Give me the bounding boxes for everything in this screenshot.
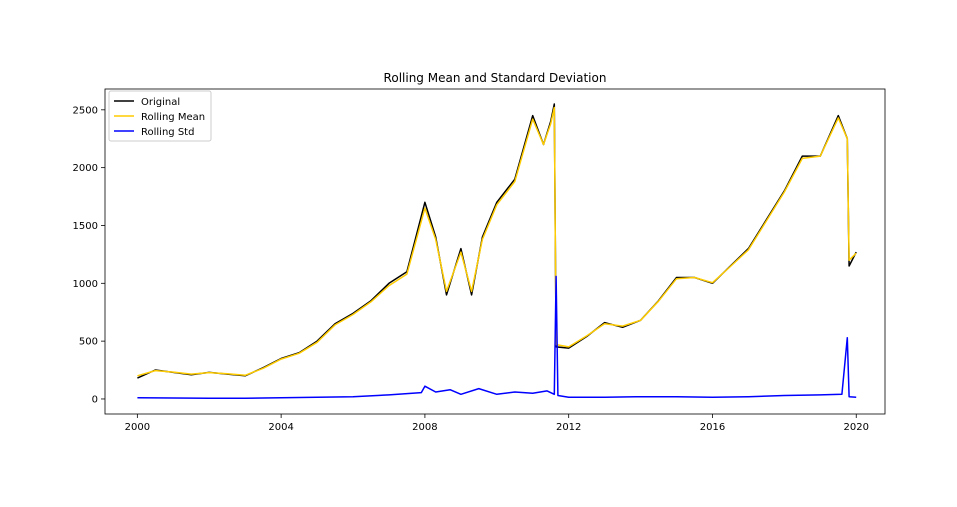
legend-label-original: Original [141,97,180,108]
series-line-rolling-std [137,275,857,400]
legend-label-rolling-mean: Rolling Mean [141,112,205,123]
y-tick-label: 2500 [73,105,98,116]
x-tick-label: 2008 [412,422,437,433]
y-tick-label: 2000 [73,163,98,174]
axes: 2000 2004 2008 2012 2016 2020 0 500 1000 1500 2000… [73,88,886,433]
y-tick-label: 500 [79,337,98,348]
x-tick-label: 2020 [844,422,869,433]
series-line-rolling-mean [137,106,857,377]
legend-label-rolling-std: Rolling Std [141,127,194,138]
y-tick-label: 0 [92,394,98,405]
x-tick-label: 2004 [268,422,293,433]
axes-frame [104,88,886,415]
plot-area [137,103,857,400]
x-tick-label: 2000 [125,422,150,433]
y-tick-label: 1500 [73,221,98,232]
legend-frame [108,90,212,142]
x-tick-label: 2016 [700,422,725,433]
x-tick-label: 2012 [556,422,581,433]
legend: Original Rolling Mean Rolling Std [108,90,212,142]
y-tick-label: 1000 [73,279,98,290]
chart-title: Rolling Mean and Standard Deviation [384,71,607,85]
